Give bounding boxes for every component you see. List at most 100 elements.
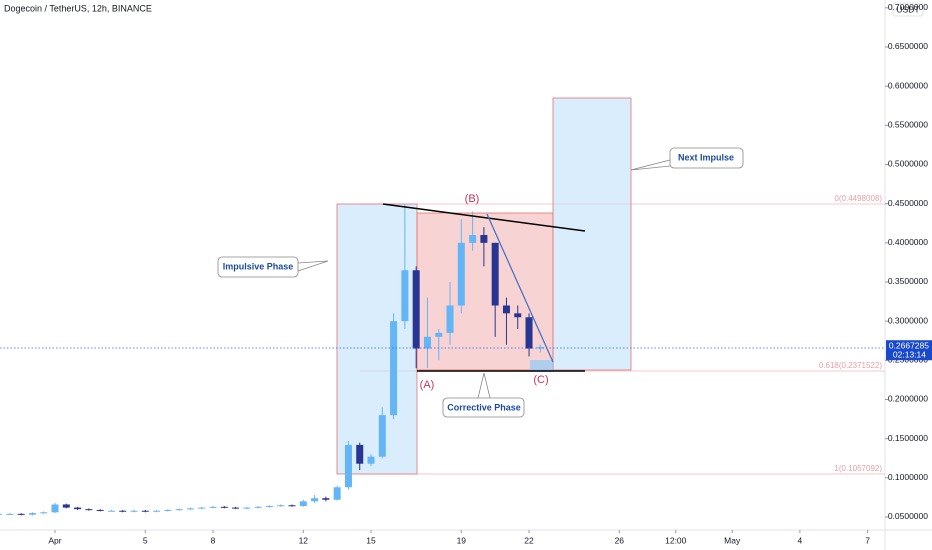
candle-body bbox=[265, 506, 273, 508]
candle-body bbox=[96, 509, 104, 511]
callout-text: Next Impulse bbox=[678, 152, 734, 162]
y-tick-label: 0.3500000 bbox=[888, 276, 928, 286]
price-label: 0.2667285 bbox=[889, 340, 929, 350]
y-tick-label: 0.4500000 bbox=[888, 198, 928, 208]
candle-body bbox=[311, 498, 319, 502]
candle-body bbox=[333, 487, 341, 500]
x-tick-label: May bbox=[724, 535, 741, 545]
candle-body bbox=[401, 270, 409, 322]
candle-body bbox=[344, 444, 352, 488]
candle-body bbox=[62, 504, 70, 508]
y-tick-label: 0.5500000 bbox=[888, 120, 928, 130]
candle-body bbox=[288, 505, 296, 507]
fib-label: 0.618(0.2371522) bbox=[819, 361, 883, 370]
wave-label: (B) bbox=[465, 193, 480, 205]
candle-body bbox=[153, 510, 161, 512]
candle-body bbox=[243, 507, 251, 509]
fib-label: 1(0.1057092) bbox=[834, 464, 882, 473]
x-tick-label: 12:00 bbox=[665, 535, 687, 545]
candle-body bbox=[40, 512, 48, 514]
x-tick-label: 19 bbox=[457, 535, 467, 545]
y-tick-label: 0.4000000 bbox=[888, 237, 928, 247]
x-tick-label: 5 bbox=[143, 535, 148, 545]
y-tick-label: 0.3000000 bbox=[888, 315, 928, 325]
y-tick-label: 0.2000000 bbox=[888, 394, 928, 404]
candle-body bbox=[28, 513, 36, 515]
chart-title: Dogecoin / TetherUS, 12h, BINANCE bbox=[4, 3, 152, 13]
candle-body bbox=[378, 415, 386, 457]
callout-pointer bbox=[630, 159, 671, 171]
candle-body bbox=[480, 234, 488, 243]
wave-line bbox=[486, 213, 554, 363]
callout-pointer bbox=[477, 372, 491, 399]
x-tick-label: 8 bbox=[211, 535, 216, 545]
candle-body bbox=[209, 506, 217, 508]
x-tick-label: Apr bbox=[48, 535, 61, 545]
x-tick-label: 7 bbox=[865, 535, 870, 545]
price-badge bbox=[886, 340, 932, 361]
candle-body bbox=[390, 321, 398, 416]
callout-text: Corrective Phase bbox=[447, 402, 521, 412]
y-tick-label: 0.6000000 bbox=[888, 80, 928, 90]
candle-body bbox=[514, 313, 522, 318]
y-tick-label: 0.1000000 bbox=[888, 472, 928, 482]
next-impulse-box bbox=[552, 97, 632, 371]
candle-body bbox=[254, 506, 262, 508]
candle-body bbox=[85, 509, 93, 511]
callout-text: Impulsive Phase bbox=[223, 261, 294, 271]
candle-body bbox=[186, 508, 194, 510]
x-tick-label: 26 bbox=[615, 535, 625, 545]
candle-body bbox=[469, 234, 477, 243]
y-tick-label: 0.5000000 bbox=[888, 159, 928, 169]
candle-body bbox=[423, 336, 431, 349]
candle-body bbox=[130, 510, 138, 512]
candle-body bbox=[141, 510, 149, 512]
candle-body bbox=[6, 513, 14, 515]
candle-body bbox=[51, 504, 59, 513]
candle-body bbox=[175, 509, 183, 511]
candle-body bbox=[164, 509, 172, 511]
candle-body bbox=[446, 305, 454, 333]
y-tick-label: 0.1500000 bbox=[888, 433, 928, 443]
candle-body bbox=[457, 242, 465, 306]
x-tick-label: 15 bbox=[366, 535, 376, 545]
candle-body bbox=[299, 501, 307, 507]
candle-body bbox=[435, 332, 443, 337]
candle-body bbox=[491, 242, 499, 306]
candle-body bbox=[119, 510, 127, 512]
callout bbox=[669, 147, 744, 169]
x-tick-label: 12 bbox=[299, 535, 309, 545]
candle-body bbox=[0, 513, 3, 515]
candle-body bbox=[356, 444, 364, 464]
callout bbox=[217, 256, 299, 278]
candle-body bbox=[367, 456, 375, 464]
wave-label: (C) bbox=[533, 374, 548, 386]
candle-body bbox=[502, 305, 510, 314]
candle-body bbox=[107, 510, 115, 512]
candle-body bbox=[220, 506, 228, 508]
x-tick-label: 4 bbox=[798, 535, 803, 545]
candle-body bbox=[17, 513, 25, 515]
callout bbox=[442, 397, 525, 418]
callout-pointer bbox=[297, 260, 329, 272]
candle-body bbox=[412, 270, 420, 349]
x-tick-label: 22 bbox=[524, 535, 534, 545]
candle-body bbox=[198, 507, 206, 509]
candle-body bbox=[232, 507, 240, 509]
countdown: 02:13:14 bbox=[893, 349, 926, 359]
fib-label: 0(0.4498008) bbox=[834, 194, 882, 203]
candle-body bbox=[277, 505, 285, 507]
currency: USDT bbox=[896, 4, 919, 14]
wave-label: (A) bbox=[420, 379, 435, 391]
candle-body bbox=[525, 317, 533, 349]
small-box bbox=[530, 360, 553, 372]
y-tick-label: 0.7000000 bbox=[888, 2, 928, 12]
trend-line bbox=[382, 203, 586, 232]
y-tick-label: 0.0500000 bbox=[888, 511, 928, 521]
y-tick-label: 0.6500000 bbox=[888, 41, 928, 51]
impulse-box bbox=[336, 203, 418, 475]
candle-body bbox=[322, 498, 330, 500]
currency-badge bbox=[892, 2, 924, 17]
candle-body bbox=[74, 507, 82, 510]
